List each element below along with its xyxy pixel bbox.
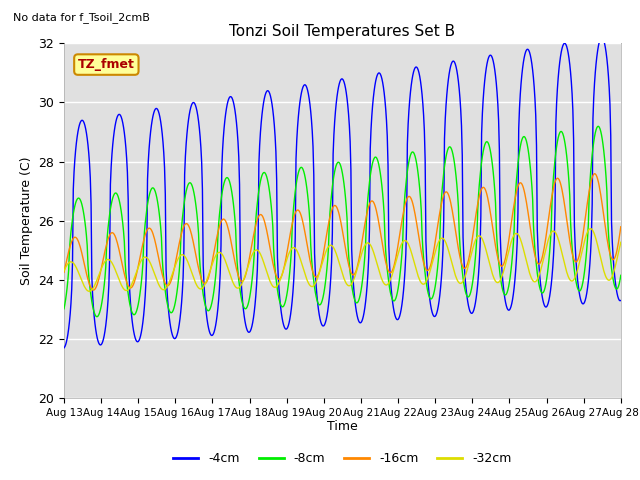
X-axis label: Time: Time [327,420,358,432]
Text: TZ_fmet: TZ_fmet [78,58,135,71]
Title: Tonzi Soil Temperatures Set B: Tonzi Soil Temperatures Set B [229,24,456,39]
Y-axis label: Soil Temperature (C): Soil Temperature (C) [20,156,33,285]
Legend: -4cm, -8cm, -16cm, -32cm: -4cm, -8cm, -16cm, -32cm [168,447,516,470]
Text: No data for f_Tsoil_2cmB: No data for f_Tsoil_2cmB [13,12,150,23]
